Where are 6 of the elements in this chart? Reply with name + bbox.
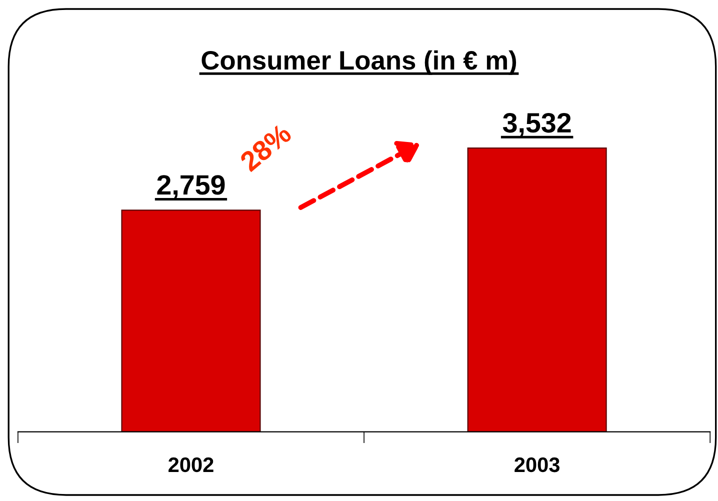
data-label: 3,532 <box>502 112 571 137</box>
x-tick-label: 2002 <box>168 457 214 472</box>
x-tick-label: 2003 <box>514 457 560 472</box>
chart-title: Consumer Loans (in € m) <box>202 50 516 75</box>
data-label: 2,759 <box>157 175 225 199</box>
annotation: 28% <box>238 122 293 172</box>
